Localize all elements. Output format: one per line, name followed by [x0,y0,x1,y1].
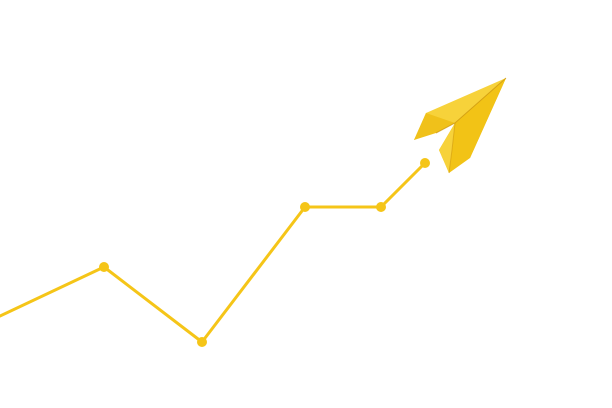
trend-line-path [0,161,427,344]
trend-point [300,202,310,212]
trend-point [99,262,109,272]
trend-point [376,202,386,212]
plane-lower-fold [439,123,455,173]
trend-point [420,158,430,168]
plane-lower-wing [439,78,506,173]
plane-upper-fold [414,113,455,140]
trend-line [0,161,427,344]
paper-plane-icon [414,77,507,174]
trend-points [99,158,430,347]
trend-point [197,337,207,347]
plane-crease-lower [448,122,456,174]
